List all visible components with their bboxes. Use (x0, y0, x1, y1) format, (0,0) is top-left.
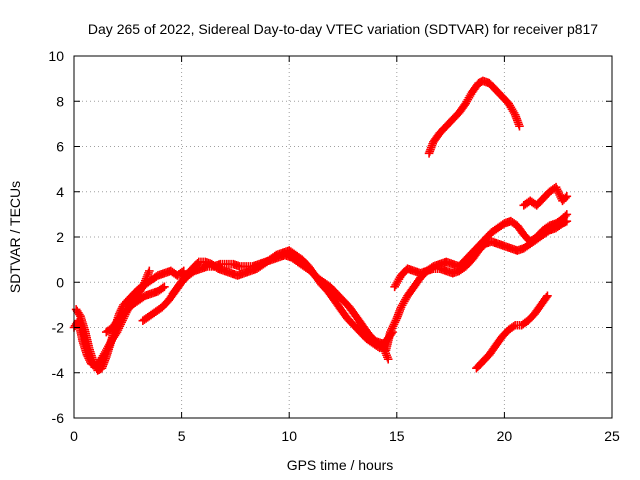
axis-ticks: 0 5 10 15 20 25 -6 -4 -2 0 2 4 6 8 10 (48, 48, 620, 444)
x-tick-label: 25 (604, 428, 620, 444)
data-point (562, 191, 572, 201)
y-tick-label: -2 (52, 320, 65, 336)
data-point (562, 210, 572, 219)
y-tick-label: 0 (56, 274, 64, 290)
x-tick-label: 0 (70, 428, 78, 444)
interpolated-marker (561, 193, 570, 203)
data-points (69, 76, 572, 375)
x-tick-label: 10 (281, 428, 297, 444)
y-tick-label: -4 (52, 365, 65, 381)
data-point (515, 121, 524, 131)
data-point (543, 291, 552, 301)
x-tick-label: 15 (389, 428, 405, 444)
y-tick-label: 4 (56, 184, 64, 200)
y-tick-label: 10 (48, 48, 64, 64)
x-tick-label: 20 (497, 428, 513, 444)
data-point (145, 266, 154, 276)
data-point (383, 354, 393, 364)
data-point (562, 216, 572, 226)
interpolated-marker (193, 258, 202, 268)
y-axis-label: SDTVAR / TECUs (7, 181, 23, 293)
chart-title: Day 265 of 2022, Sidereal Day-to-day VTE… (88, 21, 598, 37)
data-point (160, 282, 169, 292)
y-tick-label: -6 (52, 410, 65, 426)
interpolated-marker (542, 293, 551, 302)
y-tick-label: 2 (56, 229, 64, 245)
y-tick-label: 6 (56, 139, 64, 155)
x-tick-label: 5 (178, 428, 186, 444)
x-axis-label: GPS time / hours (287, 457, 394, 473)
y-tick-label: 8 (56, 93, 64, 109)
